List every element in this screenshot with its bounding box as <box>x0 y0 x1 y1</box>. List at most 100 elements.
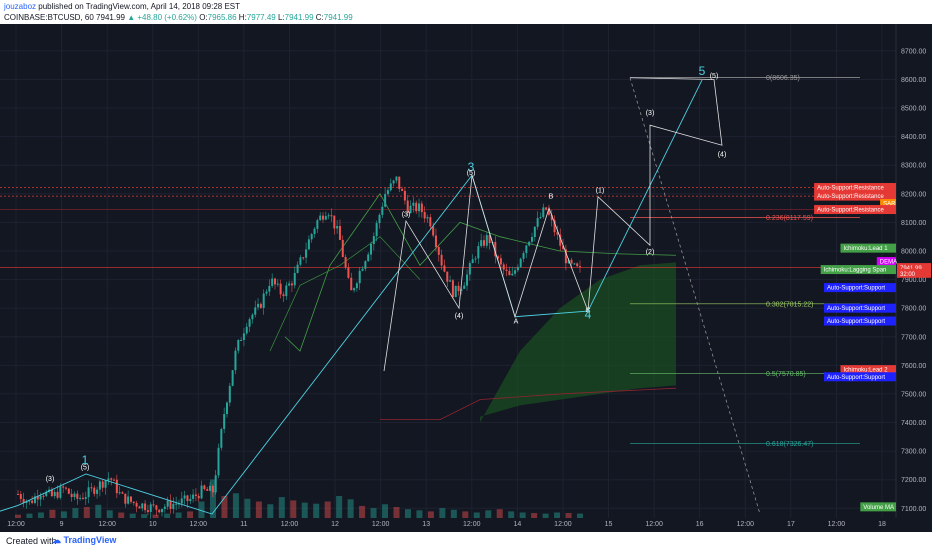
time-tick-label: 12:00 <box>463 521 481 528</box>
candle-body <box>550 214 553 221</box>
brand-name: TradingView <box>63 535 117 545</box>
volume-bar <box>290 500 297 518</box>
volume-bar <box>324 501 331 518</box>
candle-body <box>96 489 99 494</box>
candle-body <box>183 495 186 499</box>
volume-bar <box>152 514 159 518</box>
volume-bars <box>15 479 583 518</box>
candle-body <box>350 277 353 291</box>
candle-body <box>502 264 505 270</box>
candle-body <box>124 493 127 504</box>
candle-body <box>573 263 576 265</box>
elliott-wave-lines <box>0 77 723 515</box>
time-tick-label: 15 <box>605 521 613 528</box>
time-tick-label: 17 <box>787 521 795 528</box>
candle-body <box>33 496 36 503</box>
candle-body <box>525 245 528 254</box>
candle-body <box>530 237 533 242</box>
price-axis[interactable]: 7100.00 7200.00 7300.00 7400.00 7500.00 7600.… <box>901 48 926 512</box>
candle-body <box>516 266 519 271</box>
candle-body <box>62 486 65 488</box>
volume-bar <box>221 496 228 518</box>
published-text: published on TradingView.com, April 14, … <box>38 2 241 11</box>
candle-body <box>378 214 381 224</box>
volume-bar <box>232 493 239 518</box>
price-tick-label: 7600.00 <box>901 363 926 370</box>
candle-body <box>499 258 502 265</box>
candle-body <box>434 235 437 248</box>
tradingview-logo[interactable]: ☁ TradingView <box>52 535 117 545</box>
price-tick-label: 7200.00 <box>901 477 926 484</box>
volume-bar <box>267 504 274 518</box>
candle-body <box>539 217 542 219</box>
time-tick-label: 12:00 <box>190 521 208 528</box>
candle-body <box>113 479 116 481</box>
candle-body <box>81 497 84 499</box>
ichimoku-lagging <box>269 236 421 352</box>
candle-body <box>203 485 206 490</box>
candle-body <box>271 278 274 286</box>
volume-bar <box>37 512 44 518</box>
candle-body <box>403 190 406 201</box>
candle-body <box>228 385 231 403</box>
candle-body <box>22 499 25 504</box>
indicator-tag-text: Auto-Support:Support <box>827 319 885 325</box>
volume-bar <box>519 512 526 518</box>
volume-bar <box>95 504 102 518</box>
candle-body <box>42 495 45 497</box>
candle-body <box>494 242 497 257</box>
candle-body <box>265 291 268 294</box>
indicator-tag-text: Auto-Support:Support <box>827 286 885 292</box>
candles <box>17 176 581 519</box>
candle-body <box>76 493 79 499</box>
candle-body <box>353 288 356 291</box>
candle-body <box>220 429 223 448</box>
candle-body <box>423 212 426 219</box>
candle-body <box>553 220 556 233</box>
chart-header: jouzaboz published on TradingView.com, A… <box>0 0 932 24</box>
fib-label: 0.5(7570.85) <box>766 371 806 378</box>
author-link[interactable]: jouzaboz <box>4 2 37 11</box>
candle-body <box>355 283 358 289</box>
candle-body <box>542 207 545 218</box>
time-tick-label: 12:00 <box>98 521 116 528</box>
candle-body <box>172 503 175 509</box>
wave-label: B <box>549 193 554 200</box>
candle-body <box>144 503 147 511</box>
time-tick-label: 11 <box>240 521 247 528</box>
time-tick-label: 13 <box>422 521 430 528</box>
time-tick-label: 10 <box>149 521 157 528</box>
indicator-tag-text: Auto-Support:Resistance <box>817 186 884 192</box>
ichimoku-cloud <box>480 262 676 423</box>
cloud-area <box>480 262 676 423</box>
wave-label: C <box>585 308 590 315</box>
indicator-tag-bg <box>824 316 896 326</box>
time-tick-label: 12:00 <box>736 521 754 528</box>
volume-bar <box>370 508 377 518</box>
candle-body <box>454 285 457 298</box>
candle-body <box>497 256 500 259</box>
candle-body <box>364 261 367 269</box>
footer: Created with ☁ TradingView <box>0 532 932 550</box>
candle-body <box>567 259 570 264</box>
wave-line-main <box>0 79 703 515</box>
volume-bar <box>255 501 262 518</box>
volume-bar <box>278 497 285 518</box>
volume-bar <box>313 503 320 518</box>
candle-body <box>392 180 395 184</box>
volume-bar <box>531 513 538 518</box>
candle-body <box>477 246 480 259</box>
candle-body <box>223 414 226 430</box>
candle-body <box>446 271 449 282</box>
candle-body <box>451 280 454 298</box>
high-label: H: <box>238 13 247 22</box>
candle-body <box>485 235 488 246</box>
candle-body <box>163 506 166 509</box>
time-tick-label: 12:00 <box>7 521 25 528</box>
candle-body <box>415 202 418 212</box>
price-chart[interactable]: 0(8606.35) 0.236(8117.59) 0.382(7815.22) 0.… <box>0 24 932 534</box>
candle-body <box>386 190 389 195</box>
candle-body <box>155 505 158 510</box>
candle-body <box>440 254 443 266</box>
time-axis[interactable]: 12:00 9 12:00 10 12:00 11 12:00 12 12:00 13 12:00 1… <box>7 521 886 528</box>
